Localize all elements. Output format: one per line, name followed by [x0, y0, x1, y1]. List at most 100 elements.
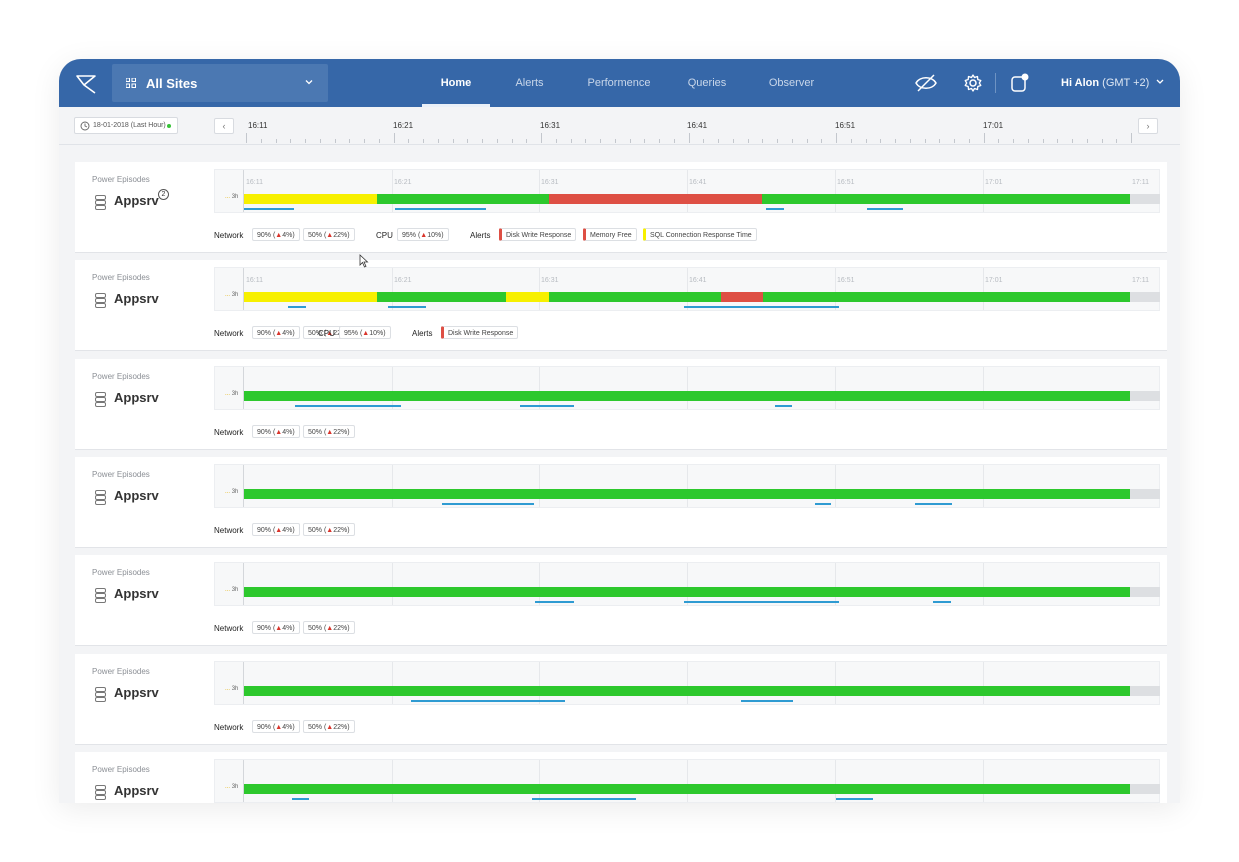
activity-marker[interactable] — [291, 797, 309, 800]
status-segment-green[interactable] — [376, 194, 549, 204]
status-timeline[interactable]: ... 3h — [214, 758, 1160, 803]
status-segment-green[interactable] — [548, 292, 721, 303]
network-metric-chip[interactable]: 90% (▲4%) — [252, 621, 300, 635]
network-metric-chip[interactable]: 90% (▲4%) — [252, 719, 300, 733]
activity-marker[interactable] — [531, 797, 637, 800]
ruler-tick — [452, 139, 454, 143]
network-metric-chip[interactable]: 90% (▲4%) — [252, 424, 300, 438]
activity-marker[interactable] — [835, 797, 874, 800]
status-segment-green[interactable] — [763, 292, 1130, 303]
date-range-picker[interactable]: 18-01-2018 (Last Hour) — [74, 117, 178, 134]
server-name[interactable]: Appsrv — [114, 487, 159, 503]
network-metric-chip[interactable]: 50% (▲22%) — [303, 621, 355, 635]
status-segment-yellow[interactable] — [244, 194, 377, 204]
activity-marker[interactable] — [388, 306, 426, 309]
status-segment-green[interactable] — [762, 194, 1130, 204]
cpu-metric-chip[interactable]: 95% (▲10%) — [339, 326, 391, 340]
server-row[interactable]: Power Episodes Appsrv 2 16:11 16:21 16:31 16:4… — [75, 162, 1167, 253]
activity-marker[interactable] — [442, 502, 534, 505]
server-row[interactable]: Power Episodes Appsrv ... 3h Network 90% (▲4… — [75, 456, 1167, 548]
activity-marker[interactable] — [684, 601, 840, 604]
alert-chip[interactable]: Memory Free — [583, 228, 637, 241]
status-segment-green[interactable] — [244, 587, 1130, 598]
alert-chip[interactable]: SQL Connection Response Time — [643, 228, 757, 241]
network-metric-chip[interactable]: 50% (▲22%) — [303, 424, 355, 438]
activity-marker[interactable] — [933, 601, 952, 604]
server-name[interactable]: Appsrv — [114, 291, 159, 307]
ruler-tick — [806, 139, 808, 143]
server-row[interactable]: Power Episodes Appsrv 16:11 16:21 16:31 16:41… — [75, 260, 1167, 352]
range-label: ... 3h — [225, 194, 239, 200]
site-selector[interactable]: All Sites — [112, 64, 328, 102]
status-timeline[interactable]: ... 3h — [214, 660, 1160, 705]
network-metric-chip[interactable]: 90% (▲4%) — [252, 326, 300, 340]
status-timeline[interactable]: ... 3h — [214, 562, 1160, 607]
gear-icon[interactable] — [963, 73, 983, 93]
activity-marker[interactable] — [741, 699, 794, 702]
status-segment-red[interactable] — [548, 194, 763, 204]
status-segment-green[interactable] — [376, 292, 507, 303]
activity-marker[interactable] — [520, 404, 574, 407]
status-timeline[interactable]: 16:11 16:21 16:31 16:41 16:51 17:01 17:11 ... 3… — [214, 169, 1160, 213]
activity-marker[interactable] — [411, 699, 565, 702]
activity-marker[interactable] — [244, 208, 294, 210]
ruler-tick — [246, 133, 247, 143]
status-segment-red[interactable] — [720, 292, 764, 303]
ruler-tick — [1013, 139, 1014, 143]
activity-marker[interactable] — [684, 306, 840, 309]
activity-marker[interactable] — [288, 306, 307, 309]
alert-chip[interactable]: Disk Write Response — [499, 228, 577, 241]
activity-marker[interactable] — [394, 208, 486, 210]
status-segment-green[interactable] — [244, 488, 1130, 499]
server-name[interactable]: Appsrv — [114, 586, 159, 602]
activity-marker[interactable] — [295, 404, 401, 407]
status-segment-green[interactable] — [244, 685, 1130, 696]
eye-off-icon[interactable] — [914, 73, 938, 93]
server-row[interactable]: Power Episodes Appsrv ... 3h Network 90% (▲4… — [75, 358, 1167, 450]
server-name[interactable]: Appsrv — [114, 389, 159, 405]
tab-alerts[interactable]: Alerts — [515, 77, 544, 89]
network-label: Network — [214, 427, 244, 437]
server-icon — [95, 784, 106, 800]
cpu-metric-chip[interactable]: 95% (▲10%) — [397, 228, 449, 241]
network-metric-chip[interactable]: 90% (▲4%) — [252, 228, 300, 241]
server-name[interactable]: Appsrv — [114, 782, 159, 798]
activity-marker[interactable] — [866, 208, 904, 210]
server-row[interactable]: Power Episodes Appsrv ... 3h — [75, 751, 1167, 803]
status-track — [244, 292, 1160, 303]
notification-icon[interactable] — [1010, 73, 1030, 93]
status-segment-yellow[interactable] — [244, 292, 377, 303]
time-prev-button[interactable]: ‹ — [214, 118, 234, 134]
network-metric-chip[interactable]: 90% (▲4%) — [252, 522, 300, 536]
status-timeline[interactable]: 16:11 16:21 16:31 16:41 16:51 17:01 17:11 ... 3… — [214, 267, 1160, 312]
tab-queries[interactable]: Queries — [687, 77, 727, 89]
network-metric-chip[interactable]: 50% (▲22%) — [303, 522, 355, 536]
ruler-tick — [364, 139, 365, 143]
time-ruler[interactable]: 16:11 16:21 16:31 16:41 16:51 17:01 — [246, 107, 1132, 145]
server-row[interactable]: Power Episodes Appsrv ... 3h Network 90% (▲4… — [75, 555, 1167, 647]
time-next-button[interactable]: › — [1138, 118, 1158, 134]
tab-performence[interactable]: Performence — [587, 77, 651, 89]
server-name[interactable]: Appsrv — [114, 684, 159, 700]
logo-icon[interactable] — [75, 73, 97, 95]
tab-home[interactable]: Home — [422, 59, 490, 107]
activity-marker[interactable] — [814, 502, 831, 505]
status-segment-green[interactable] — [244, 783, 1130, 794]
status-timeline[interactable]: ... 3h — [214, 365, 1160, 410]
status-timeline[interactable]: ... 3h — [214, 463, 1160, 508]
activity-marker[interactable] — [765, 208, 784, 210]
activity-marker[interactable] — [914, 502, 952, 505]
tab-observer[interactable]: Observer — [768, 77, 815, 89]
activity-marker[interactable] — [774, 404, 793, 407]
network-metric-chip[interactable]: 50% (▲22%) — [303, 228, 355, 241]
activity-marker[interactable] — [535, 601, 574, 604]
metric-value: 90% — [257, 723, 272, 731]
status-segment-yellow[interactable] — [506, 292, 549, 303]
network-metric-chip[interactable]: 50% (▲22%) — [303, 719, 355, 733]
user-menu[interactable]: Hi Alon (GMT +2) — [1061, 77, 1165, 89]
status-segment-green[interactable] — [244, 390, 1130, 401]
ruler-tick — [1042, 139, 1044, 143]
server-row[interactable]: Power Episodes Appsrv ... 3h Network 90% (▲4… — [75, 653, 1167, 745]
alert-chip[interactable]: Disk Write Response — [441, 326, 519, 340]
server-name[interactable]: Appsrv — [114, 193, 159, 208]
